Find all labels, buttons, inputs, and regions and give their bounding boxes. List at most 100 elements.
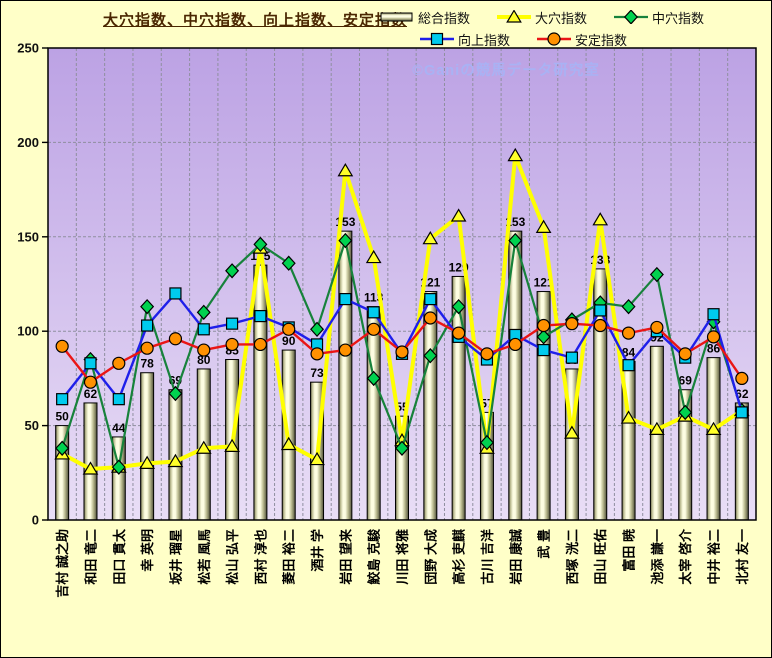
bar-value-label: 80 xyxy=(197,353,211,367)
circle-marker xyxy=(367,322,381,336)
bar-swatch-icon xyxy=(380,12,413,22)
triangle-marker xyxy=(422,231,439,245)
diamond-marker xyxy=(366,370,381,387)
legend-label: 大穴指数 xyxy=(535,10,588,26)
circle-marker xyxy=(225,337,239,352)
bar-value-label: 50 xyxy=(55,410,69,424)
y-tick-label: 0 xyxy=(32,513,39,528)
diamond-marker xyxy=(536,329,551,345)
diamond-marker xyxy=(451,298,466,315)
bar xyxy=(140,372,155,521)
x-category-label: 北村 友一 xyxy=(735,529,750,585)
diamond-marker xyxy=(508,232,523,249)
x-category-label: 岩田 望来 xyxy=(338,528,353,586)
circle-marker xyxy=(593,318,607,333)
triangle-marker xyxy=(224,438,240,452)
legend-row-1: 総合指数 大穴指数 中穴指数 xyxy=(379,6,704,28)
circle-marker xyxy=(565,317,579,331)
x-category-label: 団野 大成 xyxy=(423,529,438,585)
y-tick-label: 100 xyxy=(17,324,39,339)
bar xyxy=(253,264,268,521)
triangle-marker xyxy=(535,219,552,233)
legend-label: 安定指数 xyxy=(575,32,628,48)
diamond-marker xyxy=(624,10,639,24)
x-category-label: 松山 弘平 xyxy=(225,529,240,585)
circle-marker xyxy=(621,326,636,340)
legend-item-ooana: 大穴指数 xyxy=(496,8,587,27)
triangle-marker xyxy=(195,440,212,454)
x-category-label: 菱田 裕二 xyxy=(282,529,297,585)
diamond-marker xyxy=(168,385,183,402)
x-axis-labels: 吉村 誠之助 和田 竜二 田口 貫太幸 英明 坂井 瑠星 松若 風馬 松山 弘平 西村 淳也… xyxy=(55,528,750,598)
circle-marker xyxy=(112,356,126,370)
circle-marker xyxy=(735,371,749,385)
diamond-marker xyxy=(678,404,693,421)
bar xyxy=(55,425,70,521)
circle-marker xyxy=(423,311,437,325)
square-marker xyxy=(430,32,444,46)
square-marker xyxy=(735,406,748,419)
triangle-marker xyxy=(337,163,354,177)
x-category-label: 松若 風馬 xyxy=(197,529,212,585)
gridlines xyxy=(48,48,756,520)
bar-value-label: 86 xyxy=(707,342,721,356)
square-marker xyxy=(84,357,97,370)
legend-row-2: 向上指数 安定指数 xyxy=(419,28,704,50)
diamond-marker xyxy=(55,440,70,456)
circle-marker xyxy=(140,341,154,355)
circle-marker xyxy=(536,318,551,333)
circle-marker xyxy=(480,347,494,361)
x-category-label: 田口 貫太 xyxy=(112,528,127,585)
square-marker xyxy=(112,393,125,406)
y-axis-labels: 0 50 100 150 200 250 xyxy=(17,41,39,528)
square-marker xyxy=(367,306,380,319)
circle-marker xyxy=(83,375,98,389)
square-marker xyxy=(594,304,607,317)
triangle-marker xyxy=(507,147,524,162)
x-category-label: 西村 淳也 xyxy=(253,529,268,585)
diamond-marker-icon xyxy=(614,10,649,24)
circle-marker xyxy=(55,339,69,353)
diamond-marker xyxy=(479,434,494,451)
page-title: 大穴指数、中穴指数、向上指数、安定指数 xyxy=(103,12,408,29)
triangle-marker xyxy=(82,461,99,475)
series-diamond xyxy=(55,232,749,475)
triangle-marker xyxy=(309,451,325,466)
diamond-marker xyxy=(111,459,126,475)
square-marker xyxy=(141,319,154,332)
x-category-label: 坂井 瑠星 xyxy=(168,529,183,585)
square-marker xyxy=(169,287,182,300)
square-marker xyxy=(197,323,210,336)
triangle-marker-icon xyxy=(497,10,532,23)
bar xyxy=(423,291,438,521)
bar-value-label: 73 xyxy=(310,366,324,380)
legend-item-antei: 安定指数 xyxy=(536,30,627,49)
circle-marker xyxy=(197,343,211,357)
bar xyxy=(366,306,381,521)
triangle-marker xyxy=(705,421,722,435)
x-category-label: 中井 裕二 xyxy=(707,529,722,585)
bar xyxy=(338,230,353,521)
square-marker xyxy=(254,309,267,323)
y-tick-label: 50 xyxy=(25,418,39,433)
triangle-marker xyxy=(506,10,522,23)
triangle-marker xyxy=(365,249,382,264)
legend-item-sougou: 総合指数 xyxy=(379,8,470,27)
square-marker-icon xyxy=(420,32,454,46)
bar xyxy=(734,402,749,521)
legend-label: 総合指数 xyxy=(418,10,471,26)
circle-marker xyxy=(253,337,267,352)
bar-value-label: 69 xyxy=(679,374,693,388)
circle-marker xyxy=(282,322,296,336)
plot-border xyxy=(47,47,757,521)
bar-value-label: 84 xyxy=(622,345,636,359)
triangle-marker xyxy=(649,421,665,435)
triangle-marker xyxy=(620,410,637,424)
bar-value-label: 90 xyxy=(282,334,296,348)
x-category-label: 幸 英明 xyxy=(140,529,155,572)
square-marker xyxy=(339,293,352,306)
series-circle xyxy=(55,311,749,389)
diamond-marker xyxy=(253,236,268,253)
x-category-label: 太宰 啓介 xyxy=(678,528,693,586)
